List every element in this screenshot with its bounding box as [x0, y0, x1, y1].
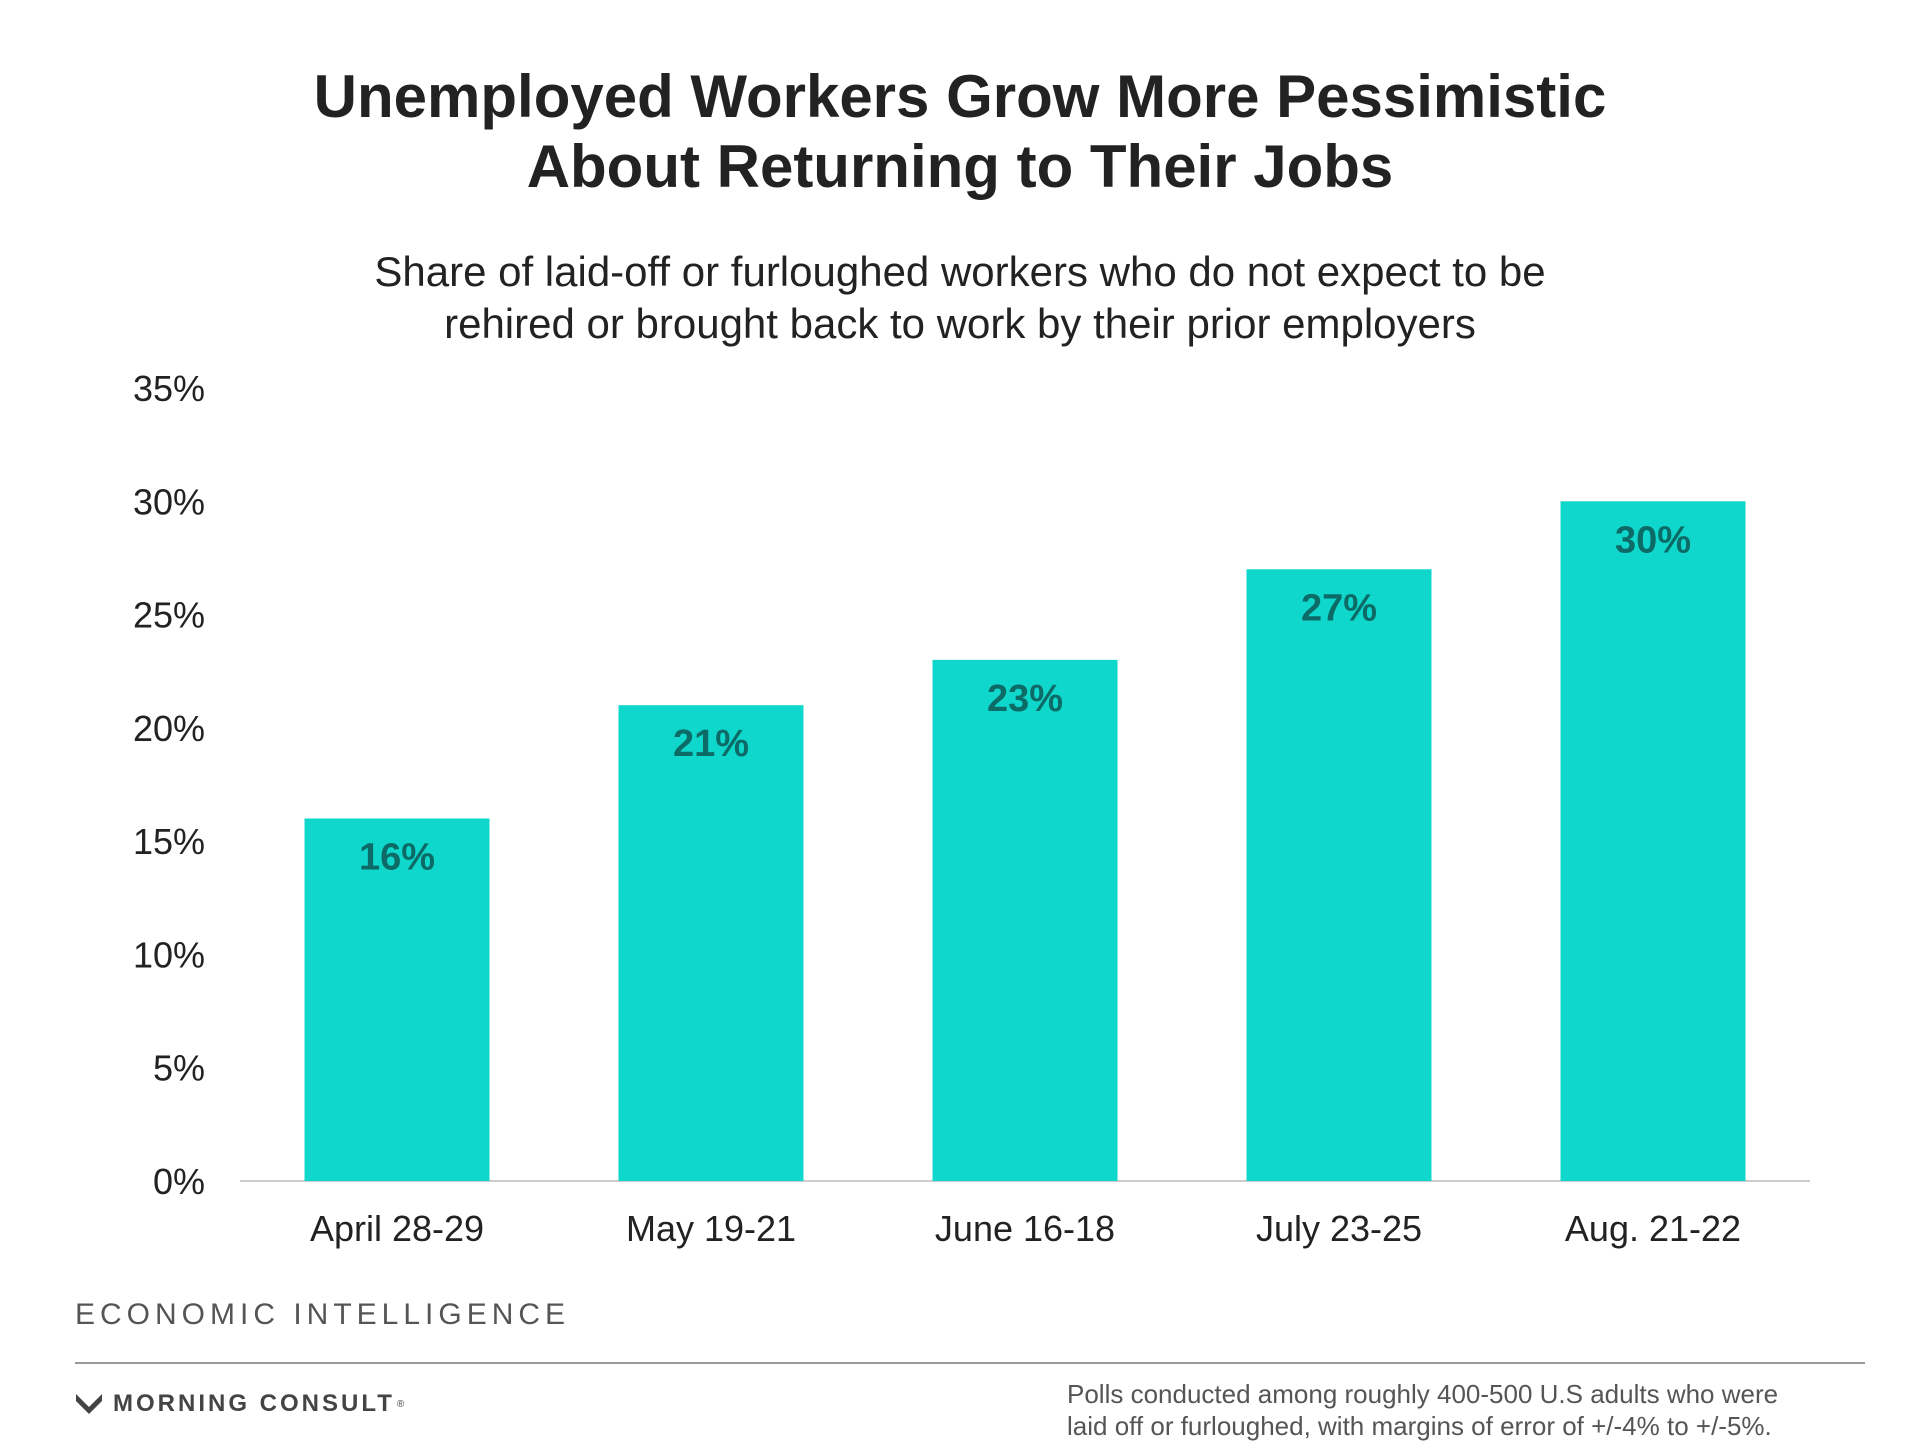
chart-subtitle-line-2: rehired or brought back to work by their…	[444, 300, 1476, 347]
y-tick-label: 15%	[133, 821, 205, 862]
y-tick-label: 10%	[133, 934, 205, 975]
section-label: ECONOMIC INTELLIGENCE	[75, 1298, 571, 1331]
bar-value-labels: 16% 21% 23% 27% 30%	[359, 519, 1691, 878]
bar	[618, 705, 804, 1181]
bar-value-label: 21%	[673, 723, 749, 765]
bars-group	[304, 501, 1746, 1181]
bar	[304, 818, 490, 1181]
x-tick-label: July 23-25	[1256, 1208, 1422, 1249]
bar	[932, 659, 1118, 1181]
x-tick-label: Aug. 21-22	[1565, 1208, 1741, 1249]
source-note-line-1: Polls conducted among roughly 400-500 U.…	[1067, 1379, 1779, 1409]
x-tick-label: June 16-18	[935, 1208, 1115, 1249]
bar-value-label: 16%	[359, 836, 435, 878]
y-tick-label: 0%	[153, 1161, 205, 1202]
morning-consult-logo-icon	[76, 1394, 102, 1414]
bar-value-label: 30%	[1615, 519, 1691, 561]
x-tick-label: May 19-21	[626, 1208, 796, 1249]
y-tick-label: 5%	[153, 1048, 205, 1089]
chart-title-line-1: Unemployed Workers Grow More Pessimistic	[313, 63, 1607, 130]
chart-title-line-2: About Returning to Their Jobs	[526, 133, 1394, 200]
bar	[1560, 501, 1746, 1181]
chart-subtitle-line-1: Share of laid-off or furloughed workers …	[374, 248, 1546, 295]
y-axis-tick-labels: 0% 5% 10% 15% 20% 25% 30% 35%	[133, 368, 205, 1202]
y-tick-label: 25%	[133, 595, 205, 636]
x-axis-tick-labels: April 28-29 May 19-21 June 16-18 July 23-25…	[310, 1208, 1741, 1249]
bar-chart: 0% 5% 10% 15% 20% 25% 30% 35% 16% 21% 23% 27% 30% A…	[133, 368, 1810, 1249]
registered-mark: ®	[396, 1398, 405, 1410]
footer-divider	[75, 1362, 1865, 1364]
source-note: Polls conducted among roughly 400-500 U.…	[1067, 1378, 1827, 1442]
y-tick-label: 35%	[133, 368, 205, 409]
x-tick-label: April 28-29	[310, 1208, 484, 1249]
logo-text: MORNING CONSULT	[113, 1390, 395, 1417]
y-tick-label: 30%	[133, 481, 205, 522]
y-tick-label: 20%	[133, 708, 205, 749]
bar-value-label: 23%	[987, 678, 1063, 720]
bar-value-label: 27%	[1301, 587, 1377, 629]
morning-consult-logo: MORNING CONSULT ®	[75, 1389, 404, 1419]
bar	[1246, 569, 1432, 1181]
source-note-line-2: laid off or furloughed, with margins of …	[1067, 1411, 1772, 1441]
